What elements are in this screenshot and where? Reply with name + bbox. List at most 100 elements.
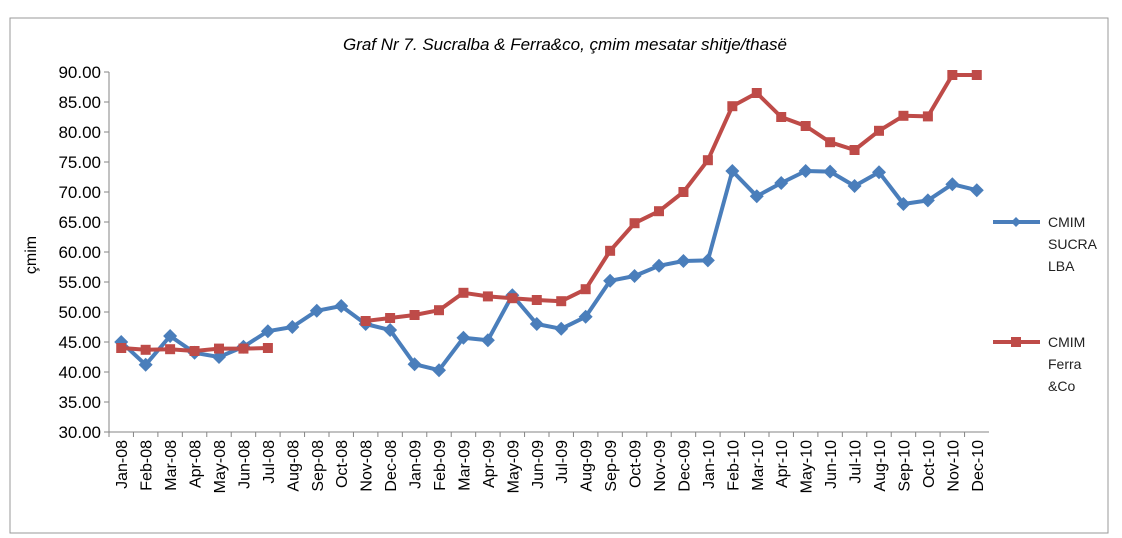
y-tick-label: 80.00 [58,123,101,142]
x-tick-label: Jan-08 [114,440,131,489]
data-point [238,343,249,354]
y-tick-label: 40.00 [58,363,101,382]
y-tick-label: 45.00 [58,333,101,352]
data-point [334,299,349,313]
data-point [407,357,422,372]
x-tick-label: Jun-10 [823,440,840,489]
data-point [700,253,715,268]
x-tick-label: Mar-09 [456,440,473,491]
data-point [969,183,984,198]
y-tick-label: 55.00 [58,273,101,292]
data-point [751,88,762,98]
x-tick-label: May-09 [505,440,522,493]
data-point [360,316,371,326]
data-point [165,344,176,355]
data-point [385,313,396,323]
x-tick-label: May-10 [799,440,816,493]
x-tick-label: Aug-09 [579,440,596,492]
data-point [627,269,642,283]
legend-marker [1011,217,1021,227]
data-point [214,343,224,354]
data-point [776,112,787,122]
data-point [285,320,300,334]
data-point [825,137,836,148]
x-tick-label: Apr-08 [188,440,205,488]
data-point [529,317,544,331]
y-tick-label: 90.00 [58,63,101,82]
data-point [605,245,616,256]
data-point [480,333,495,348]
x-tick-label: May-08 [212,440,229,493]
data-point [898,110,909,121]
data-point [189,346,200,356]
y-tick-label: 65.00 [58,213,101,232]
data-point [971,70,982,80]
data-point [138,357,153,372]
chart-frame [9,17,1109,534]
series-line [121,73,977,353]
data-point [774,176,789,190]
x-tick-label: Oct-09 [628,440,645,488]
x-tick-label: Sep-10 [896,440,913,492]
y-axis-label: çmim [23,236,40,274]
data-point [874,125,884,136]
data-point [482,291,493,302]
x-tick-label: Oct-10 [921,440,938,488]
x-tick-label: Aug-08 [285,440,302,492]
data-point [947,70,958,80]
data-point [676,254,691,268]
x-tick-label: Nov-10 [945,440,962,492]
series-line [119,169,978,373]
x-tick-label: Oct-08 [334,440,351,488]
data-point [260,324,275,339]
x-tick-label: Dec-08 [383,440,400,492]
x-tick-label: Apr-10 [774,440,791,488]
x-tick-label: Jan-10 [701,440,718,489]
data-point [432,363,446,378]
x-tick-label: Dec-10 [970,440,987,492]
data-point [116,343,127,353]
chart-title: Graf Nr 7. Sucralba & Ferra&co, çmim mes… [343,35,787,54]
x-tick-label: Feb-09 [432,440,449,491]
data-point [847,179,862,193]
x-tick-label: Jun-09 [530,440,547,489]
x-tick-label: Jul-09 [554,440,571,484]
y-tick-label: 70.00 [58,183,101,202]
y-tick-label: 85.00 [58,93,101,112]
data-point [383,323,398,337]
x-tick-label: Sep-09 [603,440,620,492]
legend-label: CMIM Ferra &Co [1048,334,1086,394]
x-tick-label: Sep-08 [310,440,327,492]
data-point [945,177,960,192]
x-tick-label: Feb-10 [725,440,742,491]
y-tick-label: 75.00 [58,153,101,172]
data-point [554,321,569,336]
x-tick-label: Dec-09 [676,440,693,492]
data-point [434,305,444,316]
data-point [580,284,591,295]
data-point [896,197,911,211]
y-tick-label: 30.00 [58,423,101,442]
x-tick-label: Jul-10 [848,440,865,484]
x-tick-label: Feb-08 [139,440,156,491]
x-tick-label: Nov-09 [652,440,669,492]
x-tick-label: Jun-08 [236,440,253,489]
data-point [702,155,713,166]
data-point [629,218,640,229]
data-point [578,309,593,324]
data-point [652,258,666,273]
x-tick-label: Nov-08 [359,440,376,492]
data-point [409,310,420,320]
legend-marker [1011,337,1021,347]
data-point [603,273,618,288]
data-point [678,187,689,197]
data-point [507,293,518,304]
x-tick-label: Jul-08 [261,440,278,484]
data-point [920,193,935,208]
y-tick-label: 60.00 [58,243,101,262]
data-point [458,287,469,298]
data-point [922,111,933,122]
data-point [749,189,764,204]
x-tick-label: Mar-08 [163,440,180,491]
